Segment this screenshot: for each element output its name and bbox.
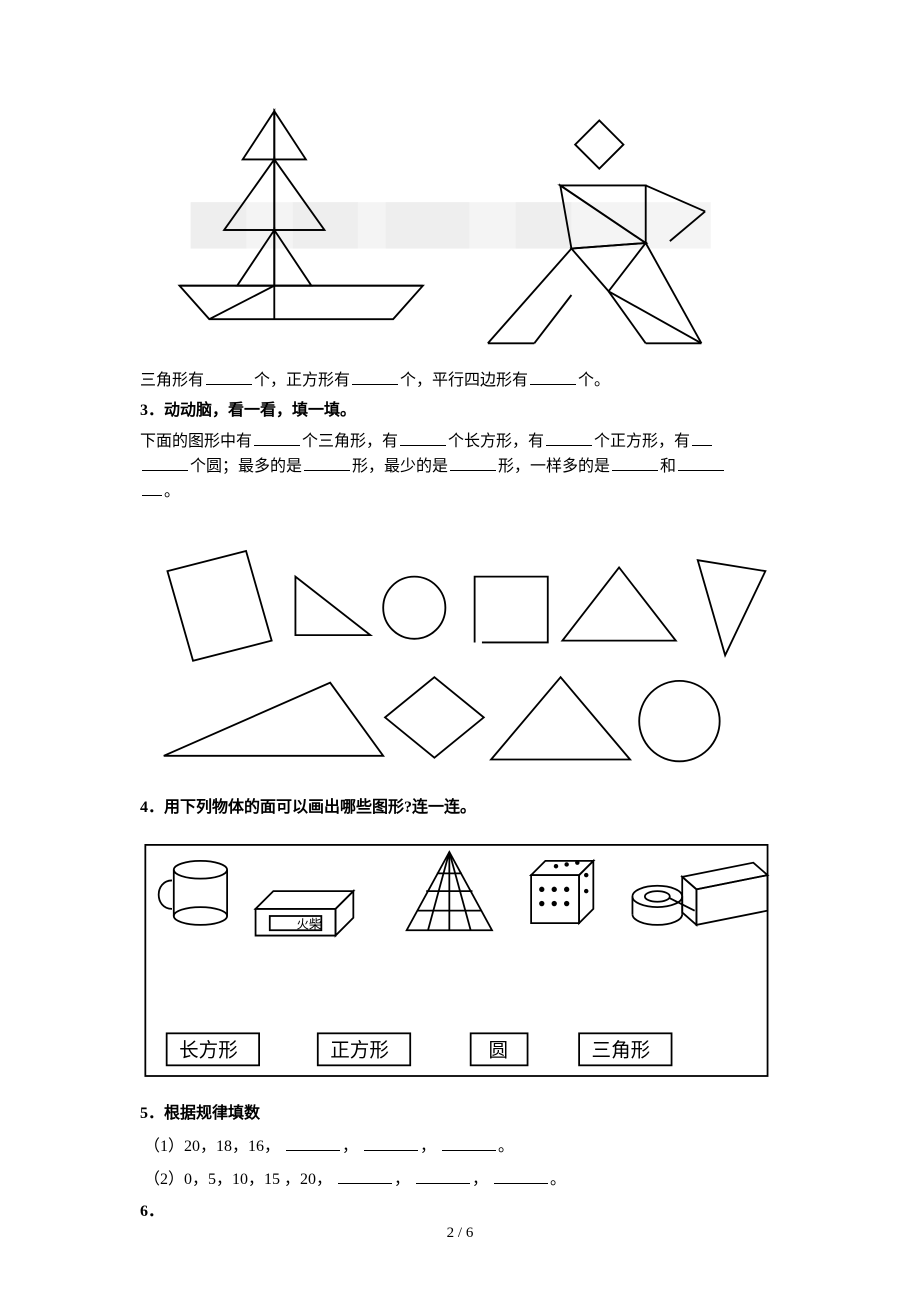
blank[interactable] (530, 368, 576, 385)
q3-body: 下面的图形中有个三角形，有个长方形，有个正方形，有 个圆；最多的是形，最少的是形… (140, 429, 780, 504)
q5-line2: （2）0，5，10，15 ，20， ， ， 。 (140, 1167, 780, 1192)
blank[interactable] (304, 454, 350, 471)
blank[interactable] (206, 368, 252, 385)
tangram-figures (140, 100, 780, 360)
blank[interactable] (352, 368, 398, 385)
blank[interactable] (416, 1167, 470, 1184)
blank[interactable] (400, 429, 446, 446)
blank[interactable] (254, 429, 300, 446)
blank[interactable] (364, 1134, 418, 1151)
blank[interactable] (612, 454, 658, 471)
label-rect: 长方形 (179, 1039, 238, 1061)
q4-heading: 4．用下列物体的面可以画出哪些图形?连一连。 (140, 796, 780, 820)
blank[interactable] (142, 454, 188, 471)
q3-shapes (140, 528, 780, 788)
blank[interactable] (546, 429, 592, 446)
blank[interactable] (494, 1167, 548, 1184)
blank[interactable] (338, 1167, 392, 1184)
blank[interactable] (286, 1134, 340, 1151)
q3-heading: 3．动动脑，看一看，填一填。 (140, 399, 780, 423)
matchbox-label: 火柴 (296, 917, 321, 931)
q5-line1: （1）20，18，16， ， ， 。 (140, 1134, 780, 1159)
page-number: 2 / 6 (0, 1225, 920, 1242)
blank[interactable] (450, 454, 496, 471)
label-tri: 三角形 (592, 1039, 651, 1061)
label-square: 正方形 (330, 1039, 389, 1061)
q4-figure: 火柴 长方形 正方形 圆 三角形 (140, 834, 780, 1094)
blank[interactable] (142, 479, 162, 496)
label-circle: 圆 (488, 1040, 508, 1061)
blank[interactable] (692, 429, 712, 446)
q6-heading: 6． (140, 1200, 780, 1224)
q5-heading: 5．根据规律填数 (140, 1102, 780, 1126)
q2-line: 三角形有个，正方形有个，平行四边形有个。 (140, 368, 780, 393)
blank[interactable] (442, 1134, 496, 1151)
blank[interactable] (678, 454, 724, 471)
